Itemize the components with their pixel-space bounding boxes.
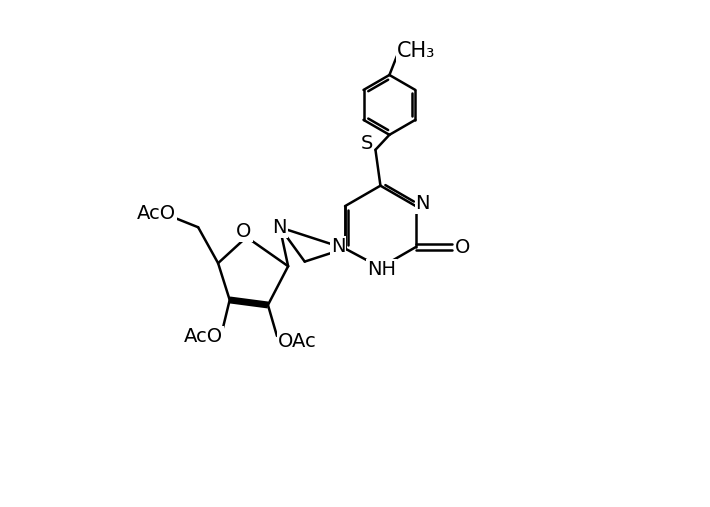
Text: N: N xyxy=(331,237,345,256)
Text: O: O xyxy=(236,222,252,241)
Text: N: N xyxy=(273,218,287,237)
Text: N: N xyxy=(415,194,430,213)
Text: AcO: AcO xyxy=(184,328,223,346)
Text: OAc: OAc xyxy=(278,333,316,351)
Text: S: S xyxy=(360,134,373,153)
Text: O: O xyxy=(455,237,471,257)
Text: NH: NH xyxy=(367,261,396,279)
Text: CH₃: CH₃ xyxy=(397,41,435,61)
Text: AcO: AcO xyxy=(137,204,176,223)
